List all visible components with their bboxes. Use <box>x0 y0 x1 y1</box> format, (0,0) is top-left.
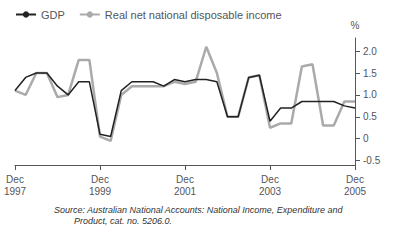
svg-text:Product, cat. no. 5206.0.: Product, cat. no. 5206.0. <box>54 216 172 226</box>
svg-text:Dec: Dec <box>346 174 364 185</box>
svg-text:-0.5: -0.5 <box>363 155 381 166</box>
svg-text:Dec: Dec <box>91 174 109 185</box>
svg-text:2003: 2003 <box>259 186 282 197</box>
svg-text:Dec: Dec <box>176 174 194 185</box>
svg-text:2001: 2001 <box>174 186 197 197</box>
svg-text:0.5: 0.5 <box>363 111 377 122</box>
svg-text:Source: Australian National Ac: Source: Australian National Accounts: Na… <box>54 205 343 215</box>
svg-text:Dec: Dec <box>6 174 24 185</box>
svg-text:GDP: GDP <box>41 9 65 21</box>
svg-text:2005: 2005 <box>344 186 367 197</box>
svg-text:1999: 1999 <box>89 186 112 197</box>
svg-text:1.5: 1.5 <box>363 68 377 79</box>
svg-text:%: % <box>351 20 360 31</box>
svg-text:1.0: 1.0 <box>363 89 377 100</box>
svg-text:2.0: 2.0 <box>363 46 377 57</box>
svg-text:Dec: Dec <box>261 174 279 185</box>
svg-text:0: 0 <box>363 133 369 144</box>
svg-text:1997: 1997 <box>4 186 27 197</box>
svg-text:Real net national disposable i: Real net national disposable income <box>105 9 282 21</box>
